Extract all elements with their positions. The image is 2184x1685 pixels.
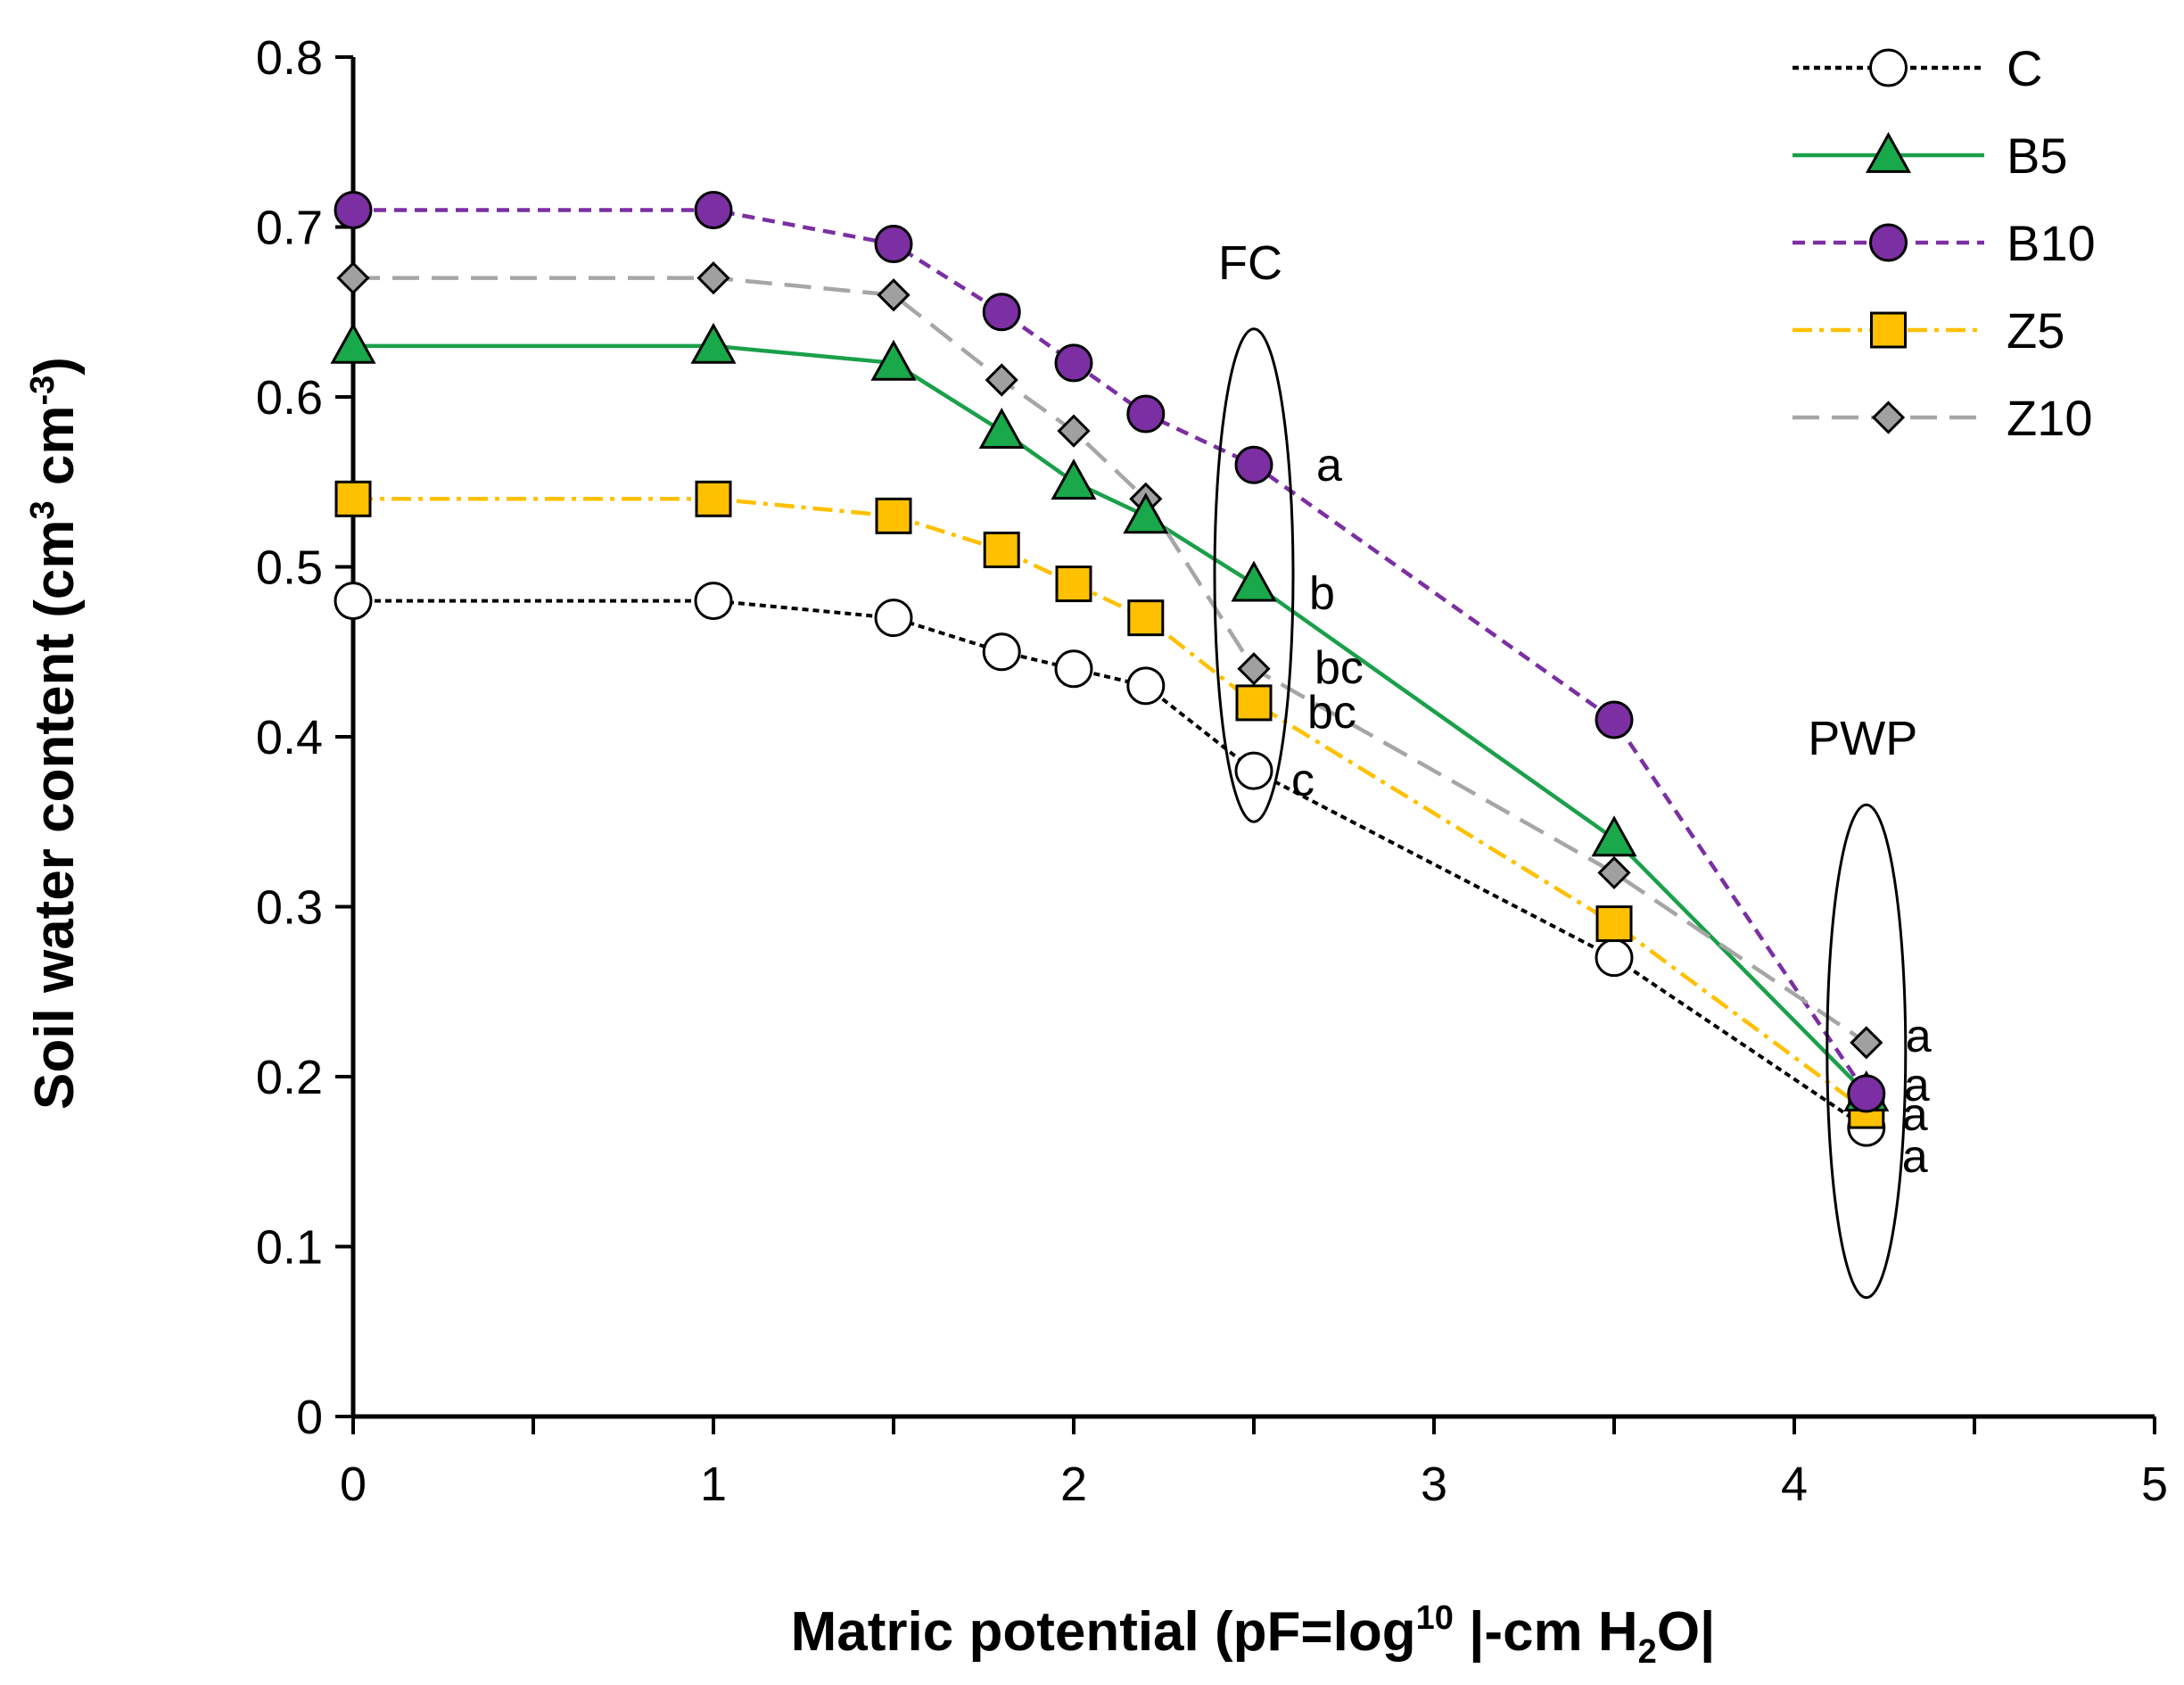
y-tick-label: 0.1 — [256, 1221, 323, 1275]
point-z5 — [1235, 684, 1273, 722]
x-tick-label: 3 — [1421, 1458, 1447, 1511]
legend-marker-b10 — [1869, 223, 1908, 262]
series-line-z10 — [353, 276, 1868, 1045]
y-tick-label: 0.7 — [256, 202, 323, 255]
point-z10 — [1237, 652, 1271, 686]
point-b5 — [330, 322, 376, 364]
legend-label-b10: B10 — [2007, 215, 2096, 271]
point-z10 — [1850, 1026, 1883, 1060]
point-c — [1595, 938, 1634, 978]
point-c — [982, 632, 1021, 672]
point-z10 — [336, 261, 370, 295]
y-axis-title: Soil water content (cm3 cm-3) — [24, 357, 86, 1110]
point-z5 — [695, 480, 732, 517]
fc-ellipse — [1213, 327, 1295, 823]
point-z5 — [1055, 566, 1092, 603]
pwp-sig-z10: a — [1906, 1011, 1932, 1062]
point-b5 — [870, 339, 917, 381]
point-z10 — [877, 278, 911, 312]
y-tick-label: 0.3 — [256, 881, 323, 935]
series-line-b5 — [353, 343, 1868, 1095]
legend-marker-c — [1869, 48, 1908, 87]
x-tick-label: 1 — [700, 1458, 727, 1511]
point-b10 — [1126, 394, 1166, 434]
x-axis-title: Matric potential (pF=log10 |-cm H2O| — [791, 1599, 1716, 1671]
point-z5 — [1595, 905, 1633, 943]
legend-marker-z5 — [1870, 311, 1907, 349]
legend-label-c: C — [2007, 40, 2042, 96]
legend-label-b5: B5 — [2007, 128, 2068, 184]
point-b10 — [334, 190, 373, 229]
fc-sig-z5: bc — [1307, 687, 1356, 739]
y-tick-label: 0.6 — [256, 371, 323, 425]
legend-label-z5: Z5 — [2007, 302, 2064, 359]
point-z5 — [875, 497, 912, 534]
point-c — [1054, 649, 1093, 689]
y-tick-label: 0.2 — [256, 1051, 323, 1104]
point-c — [694, 582, 733, 621]
point-z10 — [1597, 855, 1631, 890]
point-b10 — [694, 190, 733, 229]
point-b10 — [1234, 445, 1273, 484]
point-b5 — [690, 322, 737, 364]
point-z10 — [696, 261, 730, 295]
point-b5 — [1051, 458, 1097, 500]
point-b5 — [1123, 492, 1169, 534]
point-b10 — [1054, 343, 1093, 383]
fc-sig-b5: b — [1309, 568, 1335, 620]
point-b10 — [982, 293, 1021, 332]
series-lines — [353, 208, 1868, 1129]
point-c — [1234, 751, 1273, 790]
x-tick-label: 2 — [1060, 1458, 1087, 1511]
pwp-sig-z5: a — [1902, 1089, 1928, 1141]
point-c — [334, 582, 373, 621]
pwp-sig-c: a — [1902, 1131, 1928, 1183]
point-b5 — [1591, 815, 1637, 857]
y-tick-label: 0.4 — [256, 711, 323, 764]
pwp-sig-b10: a — [1904, 1060, 1930, 1111]
series-line-z5 — [353, 497, 1868, 1112]
pwp-ellipse — [1825, 803, 1908, 1300]
point-c — [874, 599, 913, 638]
point-b10 — [1847, 1074, 1886, 1113]
point-z5 — [983, 531, 1020, 568]
axes: 0 0.1 0.2 0.3 0.4 0.5 0.6 0.7 0.8 0 1 2 3 4 5 — [256, 31, 2168, 1511]
fc-sig-z10: bc — [1315, 642, 1364, 694]
point-z5 — [1127, 599, 1165, 637]
legend-marker-z10 — [1871, 401, 1906, 434]
x-tick-label: 5 — [2141, 1458, 2168, 1511]
fc-label: FC — [1218, 236, 1282, 290]
legend: C B5 B10 Z5 Z10 — [1793, 40, 2096, 446]
point-b5 — [1231, 560, 1277, 602]
x-tick-label: 0 — [340, 1458, 367, 1511]
series-markers — [330, 190, 1890, 1147]
y-tick-label: 0.5 — [256, 541, 323, 595]
fc-sig-b10: a — [1316, 440, 1342, 491]
fc-sig-c: c — [1291, 755, 1315, 806]
point-c — [1126, 666, 1166, 706]
point-b10 — [1595, 700, 1634, 739]
y-tick-label: 0 — [296, 1391, 323, 1444]
legend-label-z10: Z10 — [2007, 390, 2093, 446]
point-z10 — [985, 363, 1018, 397]
point-z10 — [1057, 414, 1091, 448]
x-tick-label: 4 — [1781, 1458, 1808, 1511]
pwp-label: PWP — [1808, 712, 1917, 765]
legend-marker-b5 — [1865, 131, 1912, 173]
series-line-b10 — [353, 208, 1868, 1095]
point-z5 — [334, 480, 372, 517]
point-b5 — [978, 408, 1025, 449]
y-tick-label: 0.8 — [256, 31, 323, 85]
point-b10 — [874, 225, 913, 264]
